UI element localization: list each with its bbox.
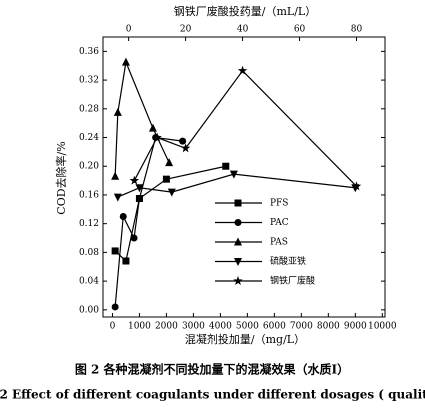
legend-label: 硫酸亚铁 xyxy=(270,255,306,267)
data-point xyxy=(179,137,187,145)
x2-tick-label: 60 xyxy=(294,25,306,35)
x-tick-label: 2000 xyxy=(155,322,178,332)
x-tick-label: 4000 xyxy=(209,322,232,332)
data-point xyxy=(122,257,130,265)
data-point xyxy=(111,171,120,180)
x2-tick-label: 20 xyxy=(180,25,192,35)
data-point xyxy=(135,184,144,193)
series-line xyxy=(133,69,357,187)
series-line xyxy=(117,173,356,198)
y-tick-label: 0.32 xyxy=(79,76,99,86)
legend-label: PAC xyxy=(270,218,289,228)
series-line xyxy=(114,59,170,177)
data-point xyxy=(162,175,170,183)
legend-marker xyxy=(234,199,242,207)
data-point xyxy=(121,57,130,66)
data-point xyxy=(111,303,119,311)
x2-axis-title: 钢铁厂废酸投药量/（mL/L） xyxy=(174,4,316,18)
legend-marker xyxy=(234,219,242,226)
y-tick-label: 0.08 xyxy=(79,248,99,258)
y-tick-label: 0.36 xyxy=(79,47,99,57)
legend-label: PFS xyxy=(270,199,288,209)
data-point xyxy=(237,65,248,75)
caption-en: Fig 2 Effect of different coagulants und… xyxy=(0,388,425,402)
x-tick-label: 1000 xyxy=(128,322,151,332)
legend-marker xyxy=(233,276,243,286)
x-tick-label: 3000 xyxy=(182,322,205,332)
series-line xyxy=(114,136,183,308)
y-tick-label: 0.00 xyxy=(79,305,99,315)
x-tick-label: 6000 xyxy=(263,322,286,332)
y-tick-label: 0.20 xyxy=(79,162,99,172)
x2-tick-label: 80 xyxy=(351,25,363,35)
x-axis-title: 混凝剂投加量/（mg/L） xyxy=(185,332,305,346)
x-tick-label: 0 xyxy=(110,322,116,332)
y-tick-label: 0.24 xyxy=(79,133,99,143)
data-point xyxy=(119,212,127,220)
data-point xyxy=(111,247,119,255)
data-point xyxy=(167,188,176,197)
x2-tick-label: 40 xyxy=(237,25,249,35)
y-tick-label: 0.28 xyxy=(79,104,99,114)
legend-marker xyxy=(234,258,242,266)
x-tick-label: 10000 xyxy=(368,322,397,332)
x-tick-label: 5000 xyxy=(236,322,259,332)
data-point xyxy=(180,143,191,153)
data-point xyxy=(113,193,122,202)
y-tick-label: 0.04 xyxy=(79,277,99,287)
data-point xyxy=(130,234,138,242)
y-tick-label: 0.16 xyxy=(79,190,99,200)
x2-tick-label: 0 xyxy=(126,25,132,35)
data-point xyxy=(229,170,238,179)
y-axis-title: COD去除率/% xyxy=(54,141,68,214)
legend-label: 钢铁厂废酸 xyxy=(270,275,315,287)
data-point xyxy=(165,158,174,167)
data-point xyxy=(222,162,230,170)
data-point xyxy=(152,132,162,142)
legend-marker xyxy=(234,237,242,246)
x-tick-label: 9000 xyxy=(344,322,367,332)
data-point xyxy=(148,123,157,132)
caption: 图 2 各种混凝剂不同投加量下的混凝效果（水质Ⅰ） xyxy=(75,362,349,377)
y-tick-label: 0.12 xyxy=(79,219,99,229)
x-tick-label: 7000 xyxy=(290,322,313,332)
data-point xyxy=(351,181,362,191)
data-point xyxy=(135,195,143,203)
data-point xyxy=(129,175,140,185)
data-point xyxy=(113,107,122,116)
x-tick-label: 8000 xyxy=(317,322,340,332)
legend-label: PAS xyxy=(270,238,288,248)
plot-frame xyxy=(102,36,386,318)
